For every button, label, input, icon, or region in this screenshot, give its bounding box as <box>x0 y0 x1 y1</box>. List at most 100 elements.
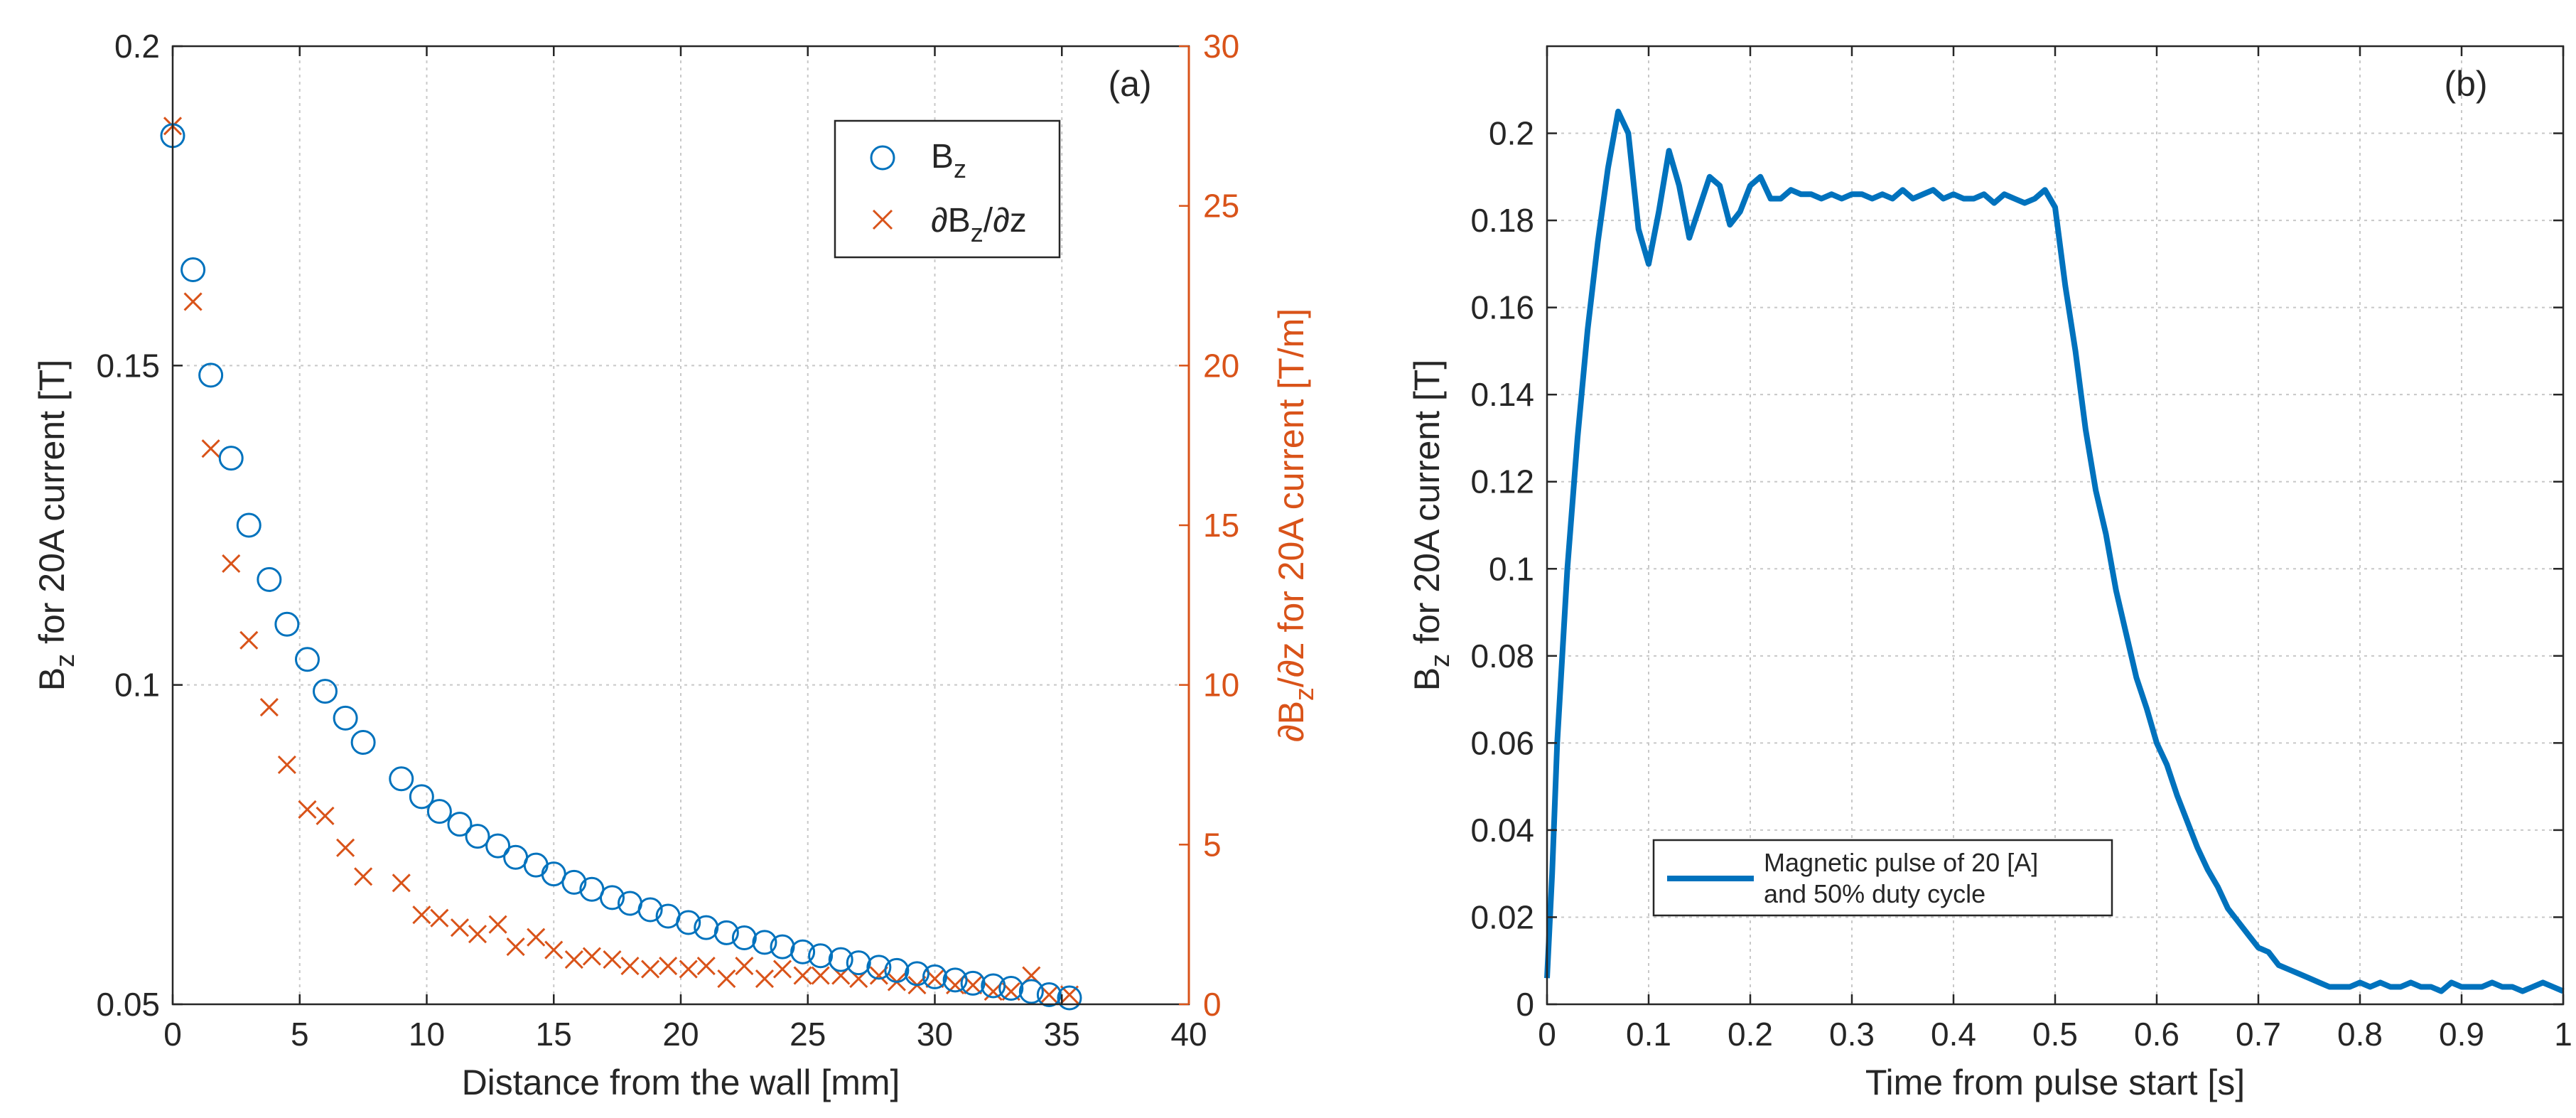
x-tick-label: 30 <box>917 1016 953 1053</box>
chart-a-legend-box <box>834 119 1061 259</box>
y-tick-label: 0.18 <box>1470 202 1534 239</box>
dbz-point <box>354 867 373 886</box>
bz-point <box>694 915 719 940</box>
bz-point <box>350 730 376 756</box>
dbz-point <box>222 554 241 573</box>
bz-point <box>1018 979 1044 1004</box>
chart-b-ticks: 0 0.1 0.2 0.3 0.4 0.5 0.6 0.7 0.8 0.9 1 0 0.02 0.04 0.… <box>1470 46 2572 1053</box>
dbz-point <box>696 957 716 976</box>
dbz-point <box>468 925 487 944</box>
chart-b-legend: Magnetic pulse of 20 [A] and 50% duty cy… <box>1652 839 2113 917</box>
bz-point <box>770 934 795 960</box>
bz-point <box>790 939 816 964</box>
dbz-point <box>506 937 525 957</box>
bz-point <box>713 920 739 945</box>
chart-a-marks <box>160 117 1082 1011</box>
x-tick-label: 0.8 <box>2337 1016 2383 1053</box>
dbz-point <box>793 966 812 985</box>
y-tick-label: 0 <box>1516 986 1534 1023</box>
y-right-tick-label: 15 <box>1203 507 1239 544</box>
bz-point <box>981 973 1006 999</box>
bz-point <box>257 566 282 592</box>
dbz-point <box>735 957 754 976</box>
chart-a-panel-label: (a) <box>1108 64 1151 104</box>
y-tick-label: 0.04 <box>1470 812 1534 849</box>
x-tick-label: 0.9 <box>2439 1016 2484 1053</box>
y-tick-label: 0.1 <box>1489 550 1534 587</box>
bz-point <box>426 799 452 824</box>
x-tick-label: 0.6 <box>2134 1016 2179 1053</box>
x-tick-label: 0.7 <box>2236 1016 2281 1053</box>
bz-point <box>676 910 701 935</box>
bz-point <box>752 930 777 955</box>
y-tick-label: 0.02 <box>1470 898 1534 935</box>
chart-b-legend-line1: Magnetic pulse of 20 [A] <box>1764 848 2038 877</box>
y-tick-label: 0.08 <box>1470 638 1534 674</box>
chart-a-ticks: 0 5 10 15 20 25 30 35 40 0.05 0.1 0.15 0.2 0 5 10 15 20 25… <box>96 28 1239 1053</box>
bz-point <box>846 950 871 976</box>
chart-a-y-axis-label-right: ∂Bz/∂z for 20A current [T/m] <box>1271 308 1320 742</box>
chart-a-legend-entry-1: Bz <box>931 138 966 183</box>
bz-point <box>942 967 968 993</box>
bz-point <box>599 885 625 910</box>
bz-point <box>998 976 1024 1001</box>
x-tick-label: 1 <box>2554 1016 2572 1053</box>
bz-point <box>828 947 853 972</box>
dbz-point <box>582 947 601 966</box>
bz-point <box>884 957 910 983</box>
chart-a-legend-entry-2: ∂Bz/∂z <box>931 202 1027 247</box>
x-tick-label: 0 <box>163 1016 182 1053</box>
bz-point <box>274 611 300 637</box>
chart-b-panel-label: (b) <box>2444 64 2487 104</box>
y-right-tick-label: 30 <box>1203 28 1239 65</box>
dbz-point <box>201 439 220 458</box>
y-right-tick-label: 20 <box>1203 347 1239 384</box>
x-tick-label: 0.3 <box>1829 1016 1875 1053</box>
bz-point <box>922 964 947 989</box>
dbz-point <box>755 969 775 989</box>
dbz-point <box>564 950 583 969</box>
x-tick-label: 0.2 <box>1728 1016 1773 1053</box>
dbz-point <box>717 969 736 989</box>
x-tick-label: 0 <box>1538 1016 1556 1053</box>
x-tick-label: 0.1 <box>1626 1016 1671 1053</box>
dbz-point <box>412 905 431 925</box>
dbz-point <box>544 940 564 960</box>
bz-point <box>731 925 757 951</box>
bz-point <box>904 961 929 987</box>
dbz-point <box>239 630 259 650</box>
dbz-point <box>488 915 507 934</box>
dbz-point <box>603 950 622 969</box>
y-tick-label: 0.16 <box>1470 289 1534 326</box>
bz-point <box>294 647 320 672</box>
dbz-point <box>392 874 411 893</box>
y-tick-label: 0.12 <box>1470 463 1534 500</box>
chart-a-grid <box>173 46 1189 1004</box>
x-tick-label: 15 <box>536 1016 572 1053</box>
bz-point <box>808 943 834 969</box>
y-tick-label: 0.06 <box>1470 724 1534 761</box>
legend-x-marker-icon <box>872 209 893 230</box>
x-tick-label: 5 <box>291 1016 309 1053</box>
bz-point <box>960 970 986 996</box>
dbz-point <box>430 908 449 928</box>
dbz-point <box>450 918 470 937</box>
dbz-point <box>527 928 546 947</box>
bz-point <box>313 679 338 704</box>
bz-point <box>561 869 587 895</box>
chart-b-marks <box>1544 108 2565 994</box>
dbz-point <box>316 806 335 825</box>
chart-b-y-axis-label: Bz for 20A current [T] <box>1407 360 1455 691</box>
y-left-tick-label: 0.1 <box>114 667 160 704</box>
y-right-tick-label: 5 <box>1203 826 1222 863</box>
dbz-point <box>277 755 296 775</box>
bz-point <box>409 784 434 810</box>
x-tick-label: 35 <box>1044 1016 1080 1053</box>
y-right-tick-label: 25 <box>1203 188 1239 225</box>
y-left-tick-label: 0.05 <box>96 986 160 1023</box>
bz-point <box>198 362 224 388</box>
y-right-tick-label: 10 <box>1203 667 1239 704</box>
dbz-point <box>772 960 792 979</box>
y-tick-label: 0.14 <box>1470 376 1534 413</box>
